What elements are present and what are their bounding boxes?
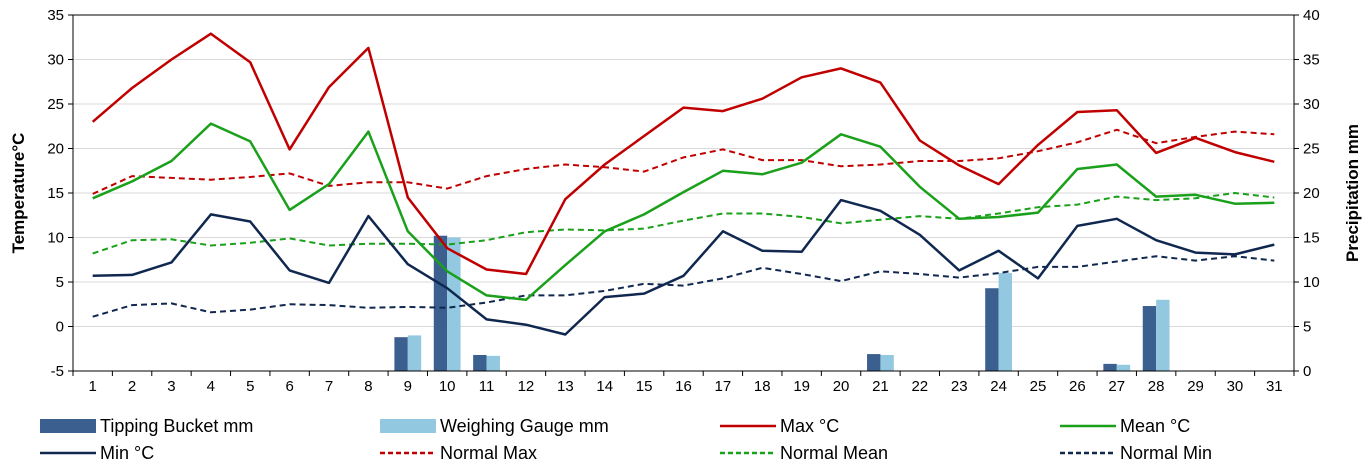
legend-item: Normal Mean (720, 443, 888, 463)
legend-item: Normal Max (380, 443, 537, 463)
x-tick-label: 6 (285, 378, 293, 395)
y-right-tick-label: 30 (1303, 96, 1320, 113)
x-tick-label: 22 (911, 378, 928, 395)
bar-weighing-gauge-mm-day-21 (880, 354, 894, 371)
x-tick-label: 3 (167, 378, 175, 395)
legend-item: Min °C (40, 443, 154, 463)
x-tick-label: 8 (364, 378, 372, 395)
x-tick-label: 24 (990, 378, 1007, 395)
x-tick-label: 4 (207, 378, 215, 395)
x-tick-label: 16 (675, 378, 692, 395)
x-tick-label: 9 (404, 378, 412, 395)
x-tick-label: 13 (557, 378, 574, 395)
x-tick-label: 17 (715, 378, 732, 395)
bar-tipping-bucket-mm-day-28 (1142, 306, 1157, 371)
bar-tipping-bucket-mm-day-10 (433, 235, 448, 371)
bar-weighing-gauge-mm-day-28 (1156, 299, 1170, 371)
legend-swatch (380, 419, 436, 433)
line-normal-max (92, 128, 1275, 195)
bar-weighing-gauge-mm-day-27 (1116, 364, 1131, 371)
line-normal-mean (92, 192, 1275, 255)
x-tick-label: 12 (518, 378, 535, 395)
y-right-tick-label: 35 (1303, 52, 1320, 69)
y-right-tick-label: 40 (1303, 7, 1320, 24)
legend-label: Normal Mean (780, 443, 888, 463)
y-right-tick-label: 25 (1303, 141, 1320, 158)
x-tick-label: 26 (1069, 378, 1086, 395)
y-right-tick-label: 5 (1303, 319, 1311, 336)
x-tick-label: 23 (951, 378, 968, 395)
y-left-tick-label: 35 (47, 7, 64, 24)
y-axis-right-title: Precipitation mm (1343, 124, 1362, 262)
bar-weighing-gauge-mm-day-24 (998, 273, 1012, 371)
x-tick-label: 27 (1108, 378, 1125, 395)
y-right-tick-label: 15 (1303, 230, 1320, 247)
y-left-tick-label: 5 (56, 274, 64, 291)
legend-item: Mean °C (1060, 416, 1190, 436)
legend-item: Max °C (720, 416, 839, 436)
x-tick-label: 29 (1187, 378, 1204, 395)
y-left-tick-label: 20 (47, 141, 64, 158)
bar-tipping-bucket-mm-day-9 (394, 337, 408, 371)
legend-label: Mean °C (1120, 416, 1190, 436)
x-tick-label: 11 (479, 378, 495, 395)
x-tick-label: 25 (1030, 378, 1047, 395)
y-left-tick-label: 15 (47, 185, 64, 202)
legend-label: Normal Max (440, 443, 537, 463)
x-tick-label: 30 (1227, 378, 1244, 395)
x-tick-label: 19 (793, 378, 810, 395)
bar-tipping-bucket-mm-day-11 (473, 354, 487, 371)
bar-weighing-gauge-mm-day-10 (447, 237, 461, 371)
legend-label: Normal Min (1120, 443, 1212, 463)
legend-label: Min °C (100, 443, 154, 463)
x-tick-label: 28 (1148, 378, 1165, 395)
legend-item: Weighing Gauge mm (380, 416, 609, 436)
legend-swatch (40, 419, 96, 433)
legend: Tipping Bucket mm Weighing Gauge mm Max °C… (40, 416, 1212, 463)
bar-weighing-gauge-mm-day-11 (486, 355, 500, 371)
x-tick-label: 21 (872, 378, 889, 395)
legend-label: Max °C (780, 416, 839, 436)
y-right-tick-label: 20 (1303, 185, 1320, 202)
bar-tipping-bucket-mm-day-21 (867, 354, 881, 371)
x-tick-label: 31 (1266, 378, 1283, 395)
bar-tipping-bucket-mm-day-24 (985, 288, 999, 371)
precipitation-bars (394, 235, 1170, 371)
y-left-tick-label: 10 (47, 230, 64, 247)
x-tick-label: 1 (89, 378, 97, 395)
line-mean-c (92, 122, 1275, 302)
y-left-tick-label: 0 (56, 319, 64, 336)
x-tick-label: 18 (754, 378, 771, 395)
line-normal-min (92, 255, 1275, 318)
y-right-tick-label: 10 (1303, 274, 1320, 291)
x-tick-label: 20 (833, 378, 850, 395)
x-tick-label: 2 (128, 378, 136, 395)
y-left-tick-label: 25 (47, 96, 64, 113)
y-left-tick-label: -5 (51, 363, 64, 380)
temperature-lines (91, 32, 1275, 336)
bar-weighing-gauge-mm-day-9 (407, 335, 422, 371)
line-min-c (92, 198, 1275, 336)
y-right-tick-label: 0 (1303, 363, 1311, 380)
y-left-tick-label: 30 (47, 52, 64, 69)
x-tick-label: 15 (636, 378, 653, 395)
x-tick-label: 14 (596, 378, 613, 395)
line-max-c (91, 32, 1275, 276)
bar-tipping-bucket-mm-day-27 (1103, 363, 1117, 371)
legend-item: Tipping Bucket mm (40, 416, 253, 436)
legend-label: Tipping Bucket mm (100, 416, 253, 436)
legend-item: Normal Min (1060, 443, 1212, 463)
x-tick-label: 7 (325, 378, 333, 395)
x-tick-label: 10 (439, 378, 456, 395)
legend-label: Weighing Gauge mm (440, 416, 609, 436)
y-axis-left-title: Temperature°C (9, 133, 28, 254)
x-tick-label: 5 (246, 378, 254, 395)
